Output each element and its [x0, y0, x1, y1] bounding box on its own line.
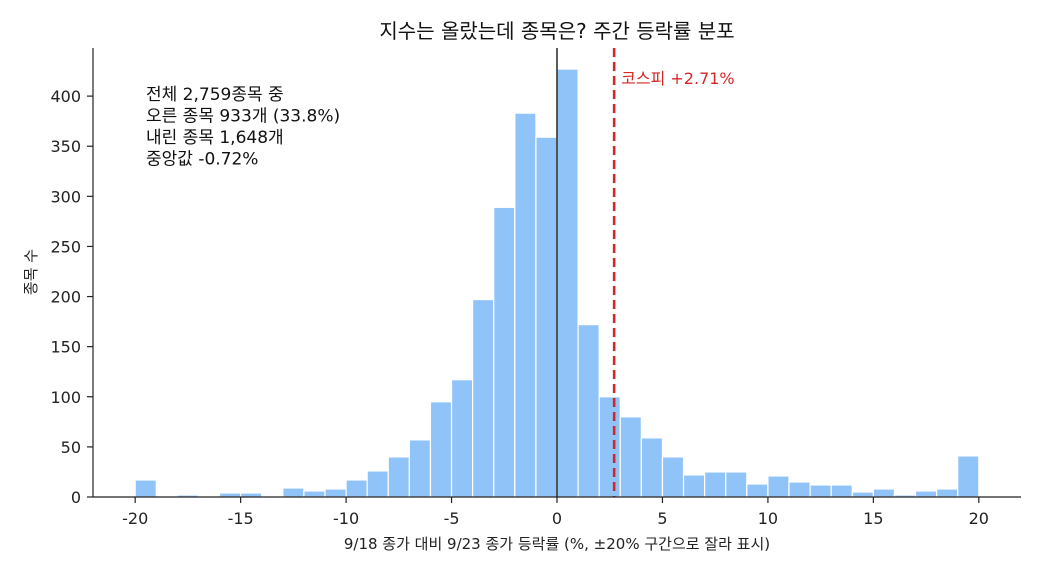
x-tick-label: 20: [969, 509, 989, 528]
stats-annotation: 전체 2,759종목 중오른 종목 933개 (33.8%)내린 종목 1,64…: [146, 85, 340, 170]
histogram-bar: [830, 484, 853, 498]
y-tick-label: 0: [71, 488, 81, 507]
x-tick-label: 5: [657, 509, 667, 528]
y-tick-label: 100: [50, 388, 81, 407]
histogram-bar: [218, 492, 242, 498]
histogram-bar: [429, 401, 453, 498]
y-axis-label: 종목 수: [22, 249, 40, 295]
histogram-bar: [914, 490, 938, 498]
y-tick-label: 250: [50, 237, 81, 256]
y-tick-label: 200: [50, 288, 81, 307]
annotation-line: 중앙값 -0.72%: [146, 150, 258, 170]
histogram-bar: [472, 298, 495, 498]
histogram-bar: [134, 479, 157, 498]
x-tick-label: -20: [122, 509, 148, 528]
histogram-bar: [661, 456, 685, 498]
y-tick-label: 150: [50, 338, 81, 357]
histogram-bar: [704, 471, 727, 498]
x-axis-label: 9/18 종가 대비 9/23 종가 등락률 (%, ±20% 구간으로 잘라 …: [344, 535, 770, 553]
kospi-line-label: 코스피 +2.71%: [621, 69, 734, 88]
histogram-bar: [535, 136, 558, 498]
x-tick-label: -15: [228, 509, 254, 528]
histogram-bar: [598, 396, 621, 498]
histogram-bar: [282, 487, 305, 498]
histogram-bar: [240, 492, 263, 498]
x-tick-label: -5: [444, 509, 460, 528]
histogram-bar: [303, 490, 326, 498]
histogram-bar: [725, 471, 748, 498]
annotation-line: 오른 종목 933개 (33.8%): [146, 107, 340, 127]
histogram-bar: [450, 379, 474, 498]
histogram-bar: [767, 475, 790, 498]
chart-title: 지수는 올랐는데 종목은? 주간 등락률 분포: [379, 19, 734, 43]
x-tick-label: 0: [552, 509, 562, 528]
histogram-bar: [577, 324, 600, 498]
y-tick-label: 300: [50, 187, 81, 206]
histogram-bar: [366, 470, 389, 498]
x-tick-label: 10: [758, 509, 778, 528]
y-tick-label: 50: [61, 438, 81, 457]
histogram-bar: [851, 491, 874, 498]
y-tick-label: 350: [50, 137, 81, 156]
x-tick-label: 15: [863, 509, 883, 528]
reference-lines: 코스피 +2.71%: [556, 48, 735, 497]
histogram-bar: [345, 479, 368, 498]
histogram-bar: [640, 437, 664, 498]
histogram-bar: [936, 488, 959, 498]
histogram-bar: [493, 206, 516, 498]
histogram-bar: [746, 483, 769, 498]
histogram-bar: [514, 112, 537, 498]
histogram-bar: [788, 481, 811, 498]
axes: -20 -15 -10 -5 0 5 10 15 20050100150200250300350…: [50, 48, 1021, 528]
histogram-bar: [408, 439, 432, 498]
histogram-bar: [324, 488, 347, 498]
histogram-bar: [957, 455, 980, 498]
annotation-line: 전체 2,759종목 중: [146, 85, 284, 105]
histogram-bar: [387, 456, 410, 498]
histogram-bar: [872, 488, 896, 498]
histogram-bar: [619, 416, 642, 498]
annotation-line: 내린 종목 1,648개: [146, 128, 284, 148]
y-tick-label: 400: [50, 87, 81, 106]
histogram-bar: [682, 474, 706, 498]
x-tick-label: -10: [333, 509, 359, 528]
histogram-bar: [556, 68, 579, 498]
histogram-bar: [809, 484, 832, 498]
